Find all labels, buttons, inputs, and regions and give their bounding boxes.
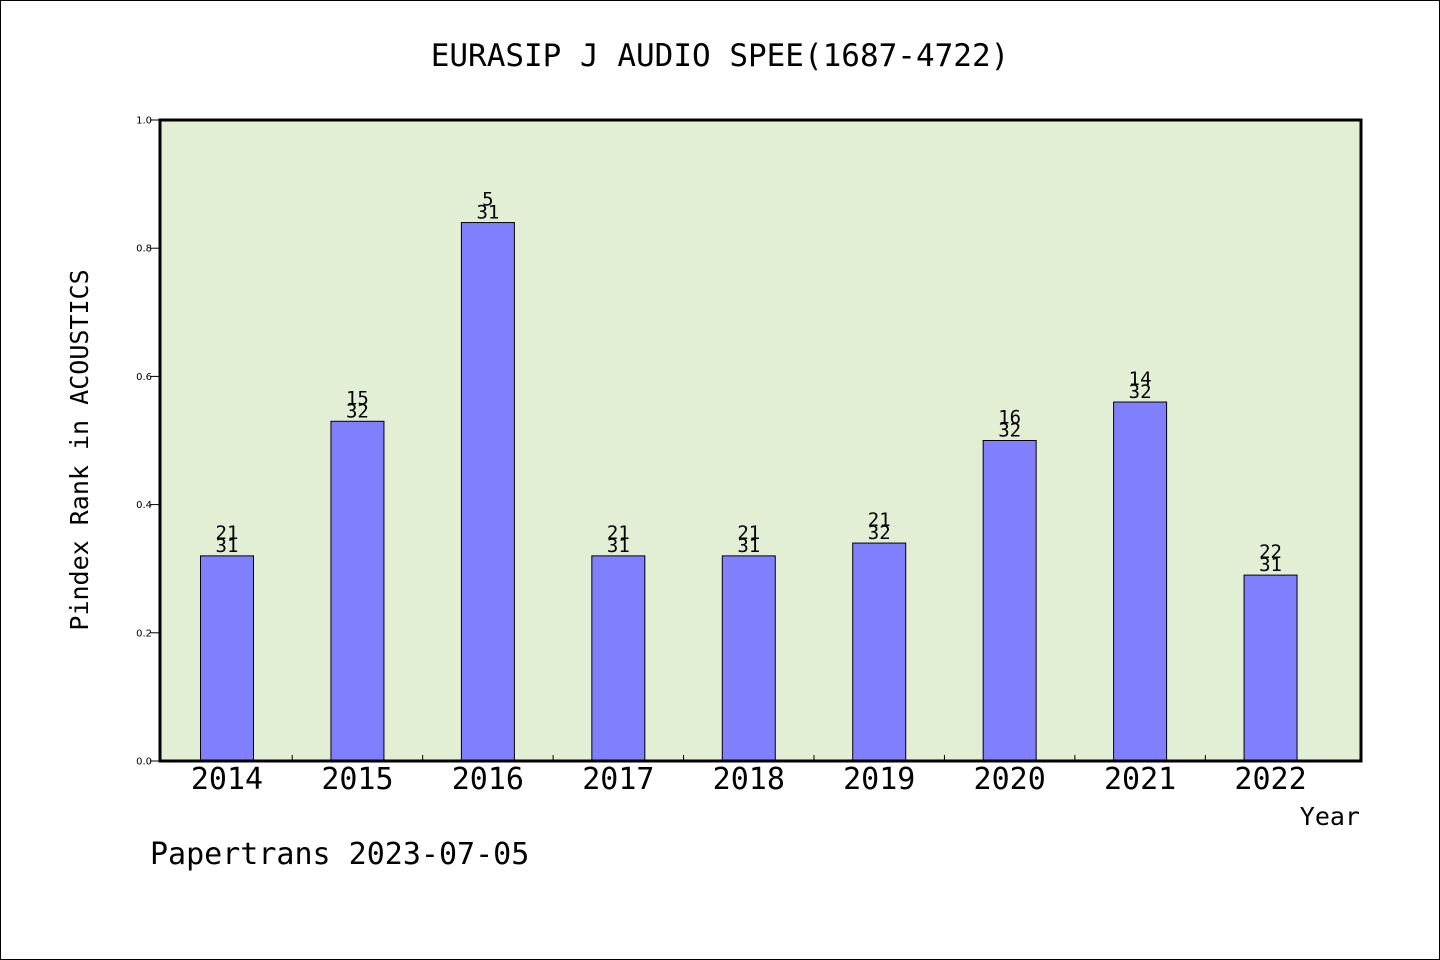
bar: [852, 542, 907, 762]
x-tick-label: 2018: [713, 762, 785, 797]
x-axis-label: Year: [1300, 802, 1360, 831]
y-tick-label: 1.0: [136, 116, 152, 127]
data-label-rank: 21: [607, 522, 630, 544]
bar: [721, 555, 776, 762]
y-tick-label: 0.8: [136, 244, 152, 255]
y-tick-label: 0.2: [136, 628, 152, 639]
x-axis-ticks: 2014 2015 2016 2017 2018 2019 2020 2021 2022: [191, 755, 1307, 797]
data-label-total: 31: [607, 535, 630, 557]
chart-title: EURASIP J AUDIO SPEE(1687-4722): [431, 38, 1010, 74]
data-label-total: 31: [476, 202, 499, 224]
data-label-total: 32: [346, 400, 369, 422]
data-label-rank: 5: [482, 189, 493, 211]
data-label-total: 32: [998, 420, 1021, 442]
bar: [330, 420, 385, 762]
data-label-rank: 14: [1129, 368, 1152, 390]
bar: [982, 440, 1037, 762]
bar: [460, 222, 515, 762]
y-tick-label: 0.4: [136, 500, 152, 511]
data-label-total: 32: [868, 522, 891, 544]
data-label-rank: 21: [737, 522, 760, 544]
data-label-total: 32: [1129, 381, 1152, 403]
x-tick-label: 2014: [191, 762, 263, 797]
x-tick-label: 2016: [452, 762, 524, 797]
data-label-total: 31: [1259, 554, 1282, 576]
x-tick-label: 2020: [974, 762, 1046, 797]
data-label-total: 31: [737, 535, 760, 557]
x-tick-label: 2022: [1234, 762, 1306, 797]
y-tick-label: 0.0: [136, 757, 152, 768]
x-tick-label: 2017: [582, 762, 654, 797]
bar: [1113, 401, 1168, 762]
data-label-rank: 21: [868, 509, 891, 531]
bars-group: [200, 222, 1298, 762]
data-label-rank: 15: [346, 387, 369, 409]
y-axis-label: Pindex Rank in ACOUSTICS: [65, 269, 94, 630]
data-label-rank: 22: [1259, 541, 1282, 563]
y-tick-label: 0.6: [136, 372, 152, 383]
bar: [1243, 574, 1298, 762]
x-tick-label: 2019: [843, 762, 915, 797]
bar: [200, 555, 254, 762]
data-label-rank: 21: [216, 522, 239, 544]
x-tick-label: 2021: [1104, 762, 1176, 797]
y-axis-ticks: 0.0 0.2 0.4 0.6 0.8 1.0: [136, 116, 160, 768]
data-label-rank: 16: [998, 407, 1021, 429]
plot-border: [158, 118, 1363, 763]
x-tick-label: 2015: [321, 762, 393, 797]
data-label-total: 31: [216, 535, 239, 557]
footer-text: Papertrans 2023-07-05: [150, 837, 529, 872]
bar: [591, 555, 646, 762]
